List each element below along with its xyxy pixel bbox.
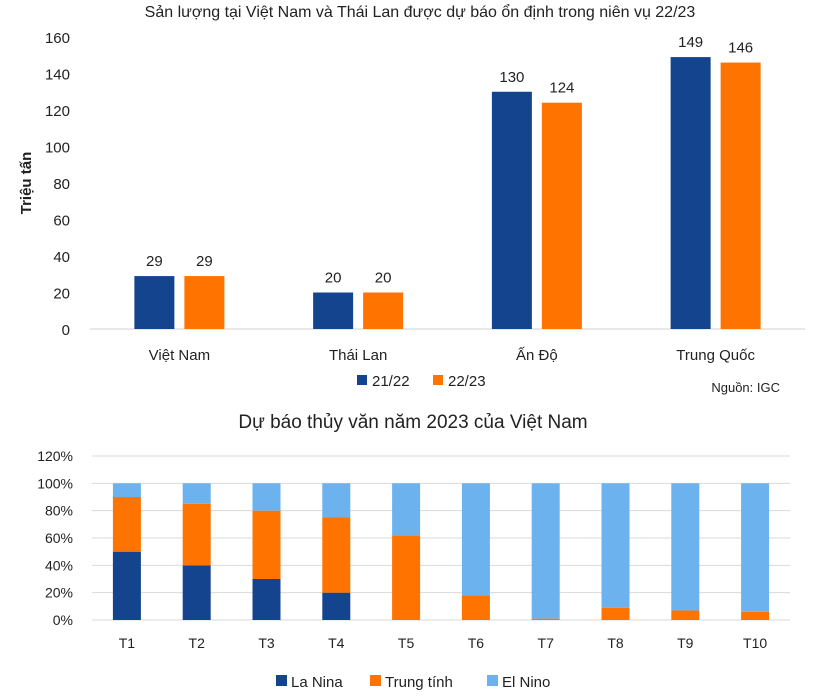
bar	[363, 292, 404, 329]
stacked-bar-segment	[671, 483, 700, 611]
y-tick-label: 80%	[45, 503, 73, 519]
bar	[720, 62, 761, 330]
data-label: 29	[146, 253, 163, 270]
x-tick-label: T6	[468, 635, 485, 651]
stacked-bar-segment	[252, 510, 281, 579]
y-tick-label: 60	[53, 213, 70, 230]
stacked-bar-segment	[182, 503, 211, 566]
y-tick-label: 60%	[45, 530, 73, 546]
y-tick-label: 120	[45, 103, 70, 120]
legend-swatch	[357, 375, 367, 385]
bar	[670, 57, 711, 329]
x-tick-label: T7	[538, 635, 555, 651]
legend-swatch	[370, 675, 381, 686]
data-label: 149	[678, 34, 703, 51]
legend-label: Trung tính	[385, 674, 453, 691]
y-tick-label: 20	[53, 286, 70, 303]
y-tick-label: 20%	[45, 585, 73, 601]
y-tick-label: 100%	[37, 475, 73, 491]
stacked-bar-segment	[392, 535, 421, 620]
y-tick-label: 40	[53, 249, 70, 266]
stacked-bar-segment	[531, 618, 560, 620]
y-tick-label: 160	[45, 30, 70, 47]
legend-label: El Nino	[502, 674, 550, 691]
chart1-ylabel: Triệu tấn	[18, 152, 35, 215]
bar	[313, 292, 354, 329]
data-label: 20	[375, 270, 392, 287]
data-label: 130	[499, 69, 524, 86]
x-tick-label: Ấn Độ	[516, 347, 558, 364]
stacked-bar-segment	[182, 565, 211, 620]
legend-swatch	[276, 675, 287, 686]
stacked-bar-segment	[112, 483, 141, 497]
x-tick-label: T9	[677, 635, 694, 651]
y-tick-label: 80	[53, 176, 70, 193]
chart1-title: Sản lượng tại Việt Nam và Thái Lan được …	[145, 3, 696, 21]
stacked-bar-segment	[741, 483, 770, 612]
bar	[541, 102, 582, 329]
stacked-bar-segment	[252, 483, 281, 511]
legend-swatch	[487, 675, 498, 686]
stacked-bar-segment	[322, 592, 351, 620]
x-tick-label: T3	[258, 635, 275, 651]
x-tick-label: T5	[398, 635, 415, 651]
stacked-bar-segment	[741, 611, 770, 620]
chart2-title: Dự báo thủy văn năm 2023 của Việt Nam	[238, 412, 587, 433]
data-label: 124	[549, 80, 574, 97]
x-tick-label: Trung Quốc	[676, 347, 755, 364]
data-label: 146	[728, 40, 753, 57]
stacked-bar-segment	[671, 610, 700, 620]
data-label: 20	[325, 270, 342, 287]
x-tick-label: T4	[328, 635, 345, 651]
y-tick-label: 0	[62, 322, 70, 339]
x-tick-label: Việt Nam	[149, 347, 210, 364]
x-tick-label: T1	[119, 635, 136, 651]
y-tick-label: 40%	[45, 557, 73, 573]
legend-label: 21/22	[372, 373, 410, 390]
legend-label: 22/23	[448, 373, 486, 390]
x-tick-label: T2	[189, 635, 206, 651]
stacked-bar-segment	[252, 579, 281, 620]
y-tick-label: 120%	[37, 448, 73, 464]
legend-label: La Nina	[291, 674, 343, 691]
bar	[134, 276, 175, 329]
bar	[184, 276, 225, 329]
stacked-bar-segment	[112, 497, 141, 552]
x-tick-label: Thái Lan	[329, 347, 387, 364]
stacked-bar-segment	[531, 483, 560, 619]
stacked-bar-segment	[461, 483, 490, 596]
y-tick-label: 140	[45, 67, 70, 84]
bar	[491, 91, 532, 329]
x-tick-label: T10	[743, 635, 767, 651]
data-label: 29	[196, 253, 213, 270]
stacked-bar-segment	[322, 517, 351, 593]
legend-swatch	[433, 375, 443, 385]
stacked-bar-segment	[601, 483, 630, 608]
stacked-bar-segment	[392, 483, 421, 536]
stacked-bar-segment	[601, 607, 630, 620]
chart1-source: Nguồn: IGC	[711, 380, 780, 395]
y-tick-label: 100	[45, 140, 70, 157]
stacked-bar-segment	[112, 551, 141, 620]
stacked-bar-segment	[322, 483, 351, 518]
stacked-bar-segment	[461, 595, 490, 620]
stacked-bar-segment	[182, 483, 211, 504]
x-tick-label: T8	[607, 635, 624, 651]
y-tick-label: 0%	[53, 612, 73, 628]
